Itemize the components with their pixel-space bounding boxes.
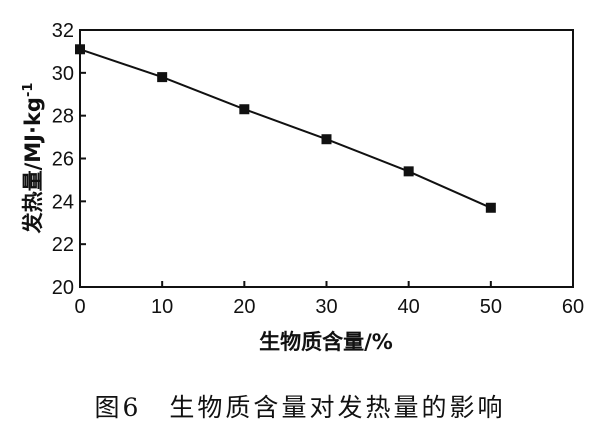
y-tick-label: 28 [52,106,74,128]
data-point [157,72,168,83]
data-markers [75,44,496,213]
x-tick-label: 30 [315,296,337,318]
x-tick-label: 20 [233,296,255,318]
x-tick-label: 40 [398,296,420,318]
data-point [403,166,414,177]
y-tick-label: 30 [52,63,74,85]
data-point [239,104,250,115]
y-axis-title-sup: -1 [21,83,36,97]
figure-caption: 图6 生物质含量对发热量的影响 [94,393,506,422]
y-axis-title: 发热量/MJ·kg-1 [21,83,45,235]
series-line [79,48,492,209]
x-axis-title: 生物质含量/% [259,330,393,354]
x-tick-label: 10 [151,296,173,318]
plot-frame [79,29,574,288]
y-axis-title-main: 发热量/MJ·kg [21,97,45,234]
x-tick-label: 60 [562,296,584,318]
data-point [485,202,496,213]
x-tick-label: 50 [480,296,502,318]
y-tick-label: 26 [52,149,74,171]
y-tick-label: 24 [52,191,74,213]
tick-marks [79,29,574,288]
tick-labels: 0 10 20 30 40 50 60 20 22 24 26 28 30 32 [52,20,584,318]
y-tick-label: 22 [52,234,74,256]
data-point [75,44,85,55]
y-tick-label: 32 [52,20,74,42]
y-tick-label: 20 [52,277,74,299]
chart: 0 10 20 30 40 50 60 20 22 24 26 28 30 32 生物质含量/% 发热量/… [21,20,584,354]
data-point [321,134,332,145]
x-tick-label: 0 [74,296,85,318]
